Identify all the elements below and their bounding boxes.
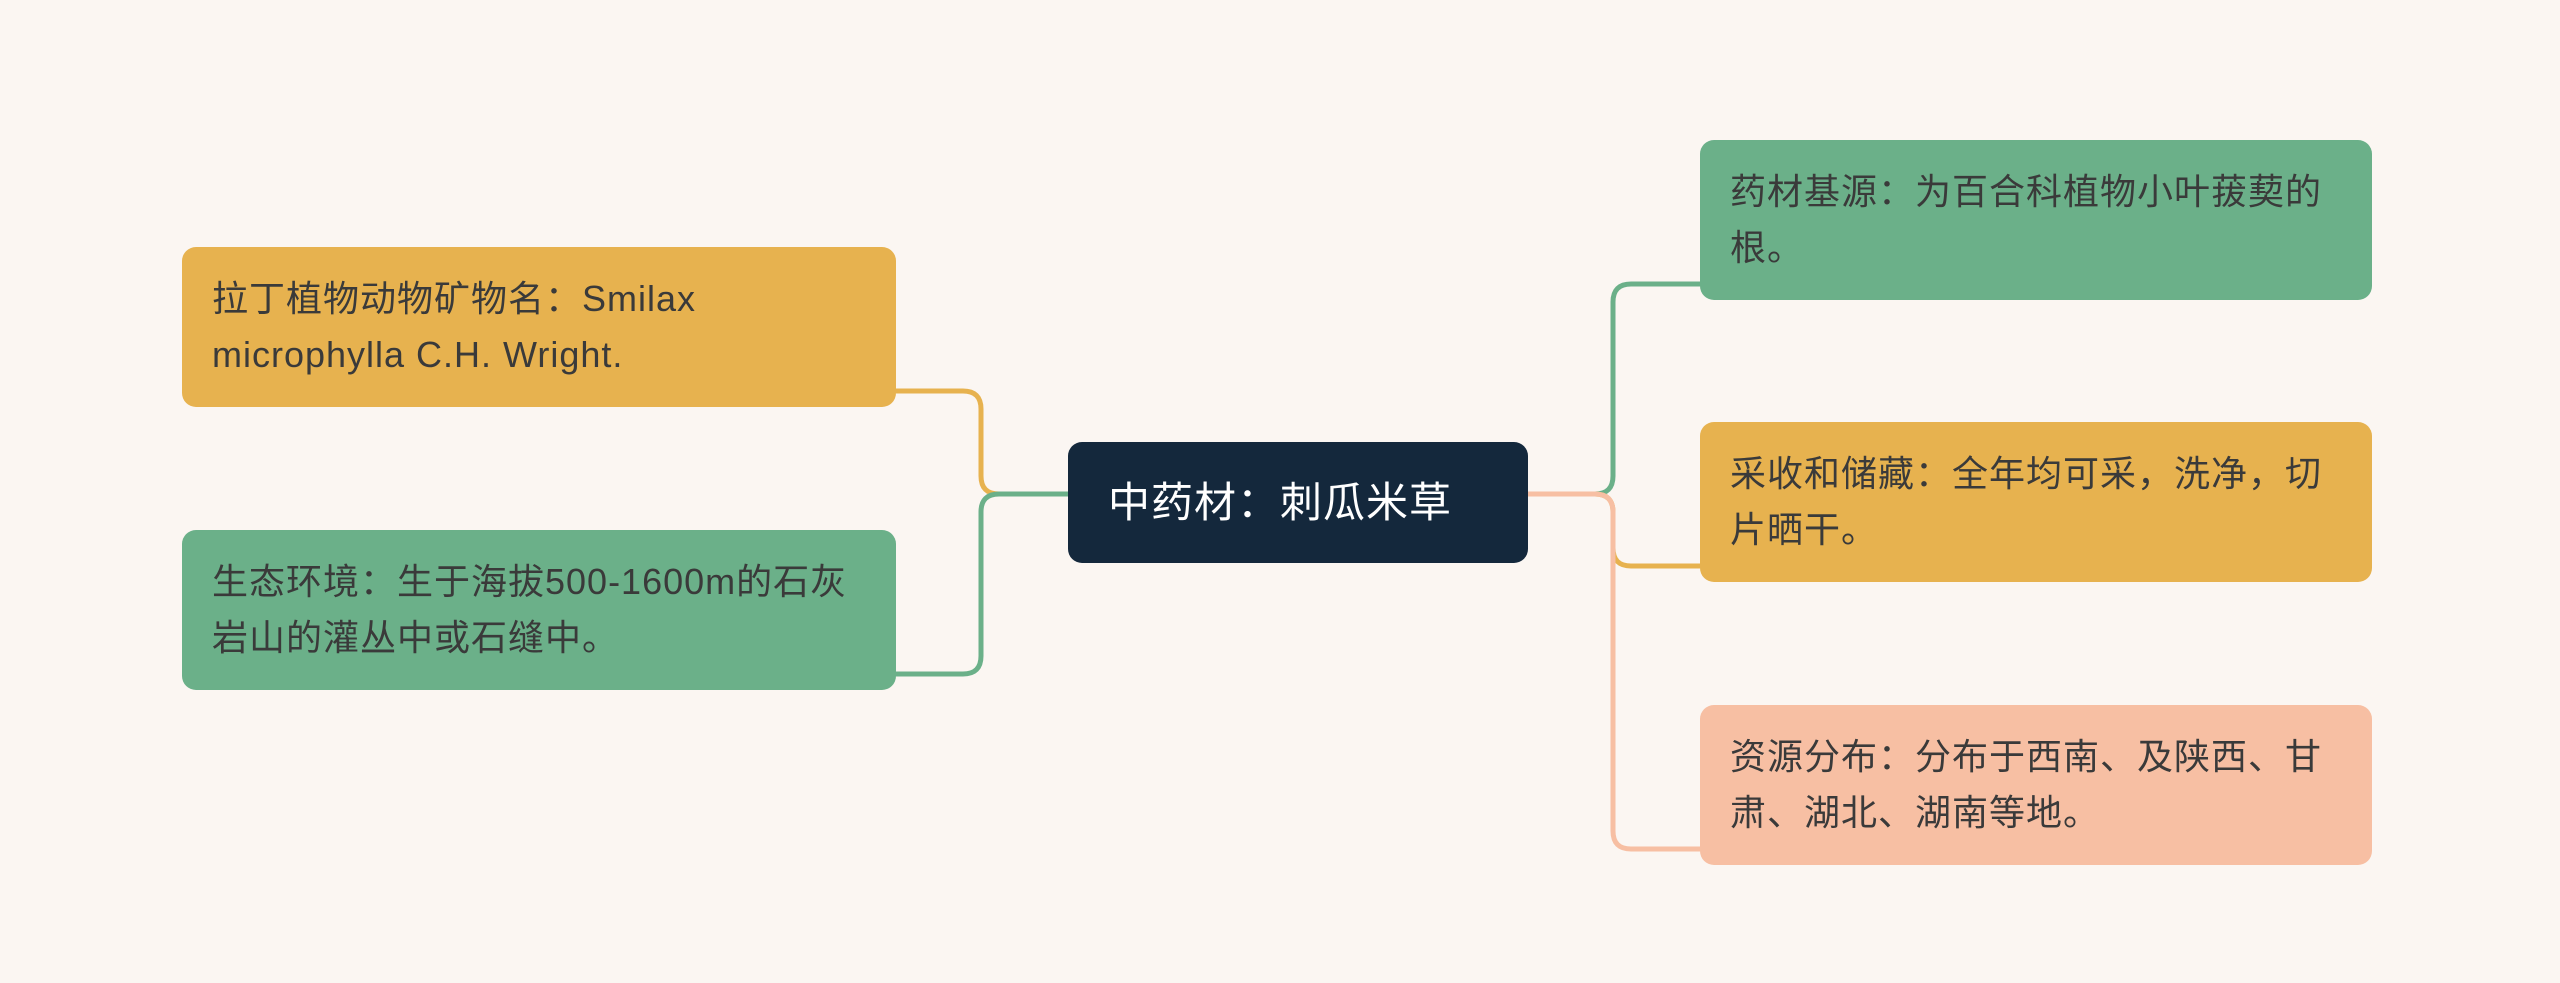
connector	[1528, 494, 1700, 566]
left-node-eco: 生态环境：生于海拔500-1600m的石灰岩山的灌丛中或石缝中。	[182, 530, 896, 690]
connector	[1528, 284, 1700, 494]
left-node-latin-label: 拉丁植物动物矿物名：Smilax microphylla C.H. Wright…	[212, 278, 696, 375]
right-node-source-label: 药材基源：为百合科植物小叶菝葜的根。	[1730, 171, 2322, 268]
right-node-source: 药材基源：为百合科植物小叶菝葜的根。	[1700, 140, 2372, 300]
center-node: 中药材：刺瓜米草	[1068, 442, 1528, 563]
center-node-label: 中药材：刺瓜米草	[1108, 479, 1452, 526]
right-node-dist-label: 资源分布：分布于西南、及陕西、甘肃、湖北、湖南等地。	[1730, 736, 2322, 833]
left-node-eco-label: 生态环境：生于海拔500-1600m的石灰岩山的灌丛中或石缝中。	[212, 561, 847, 658]
right-node-harvest-label: 采收和储藏：全年均可采，洗净，切片晒干。	[1730, 453, 2322, 550]
right-node-dist: 资源分布：分布于西南、及陕西、甘肃、湖北、湖南等地。	[1700, 705, 2372, 865]
connector	[896, 494, 1068, 674]
left-node-latin: 拉丁植物动物矿物名：Smilax microphylla C.H. Wright…	[182, 247, 896, 407]
connector	[896, 391, 1068, 494]
right-node-harvest: 采收和储藏：全年均可采，洗净，切片晒干。	[1700, 422, 2372, 582]
connector	[1528, 494, 1700, 849]
